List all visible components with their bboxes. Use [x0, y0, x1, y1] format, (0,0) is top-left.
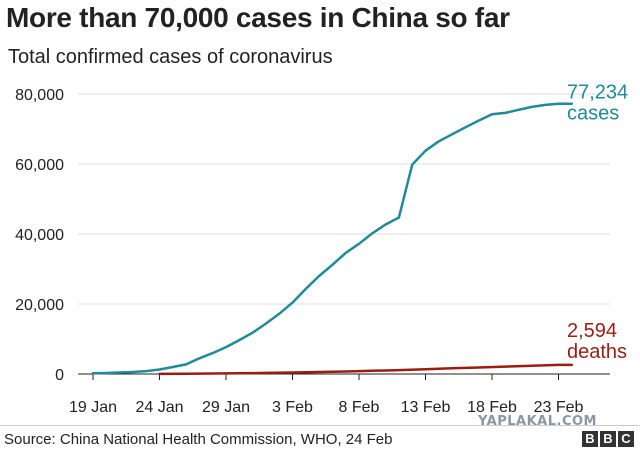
- bbc-logo-block-1: B: [582, 431, 598, 447]
- x-tick-label: 13 Feb: [401, 399, 451, 416]
- bbc-logo: B B C: [582, 431, 634, 447]
- y-tick-label: 0: [55, 367, 64, 384]
- y-tick-label: 20,000: [15, 297, 64, 314]
- bbc-logo-block-2: B: [600, 431, 616, 447]
- cases-end-name: cases: [567, 103, 619, 125]
- y-tick-label: 40,000: [15, 227, 64, 244]
- cases-end-value: 77,234: [567, 82, 628, 104]
- series-lines: [91, 102, 574, 376]
- chart-title: More than 70,000 cases in China so far: [6, 2, 510, 33]
- y-tick-label: 80,000: [15, 87, 64, 104]
- footer-divider: [0, 425, 640, 426]
- x-tick-label: 18 Feb: [467, 399, 517, 416]
- deaths-end-name: deaths: [567, 341, 627, 363]
- gridlines: [78, 93, 610, 305]
- x-tick-label: 23 Feb: [534, 399, 584, 416]
- x-tick-label: 8 Feb: [339, 399, 380, 416]
- bbc-logo-block-3: C: [618, 431, 634, 447]
- x-tick-label: 29 Jan: [202, 399, 250, 416]
- y-tick-label: 60,000: [15, 157, 64, 174]
- deaths-line: [158, 363, 574, 376]
- x-tick-label: 24 Jan: [135, 399, 183, 416]
- deaths-end-value: 2,594: [567, 320, 617, 342]
- x-axis-ticks: 19 Jan 24 Jan 29 Jan 3 Feb 8 Feb 13 Feb 18 Feb…: [69, 374, 584, 416]
- x-tick-label: 3 Feb: [272, 399, 313, 416]
- x-tick-label: 19 Jan: [69, 399, 117, 416]
- line-chart: 0 20,000 40,000 60,000 80,000 19 Jan 24 Jan 29…: [15, 82, 628, 416]
- watermark-text: YAPLAKAL.COM: [478, 414, 597, 429]
- source-note: Source: China National Health Commission…: [4, 431, 393, 448]
- cases-line: [91, 102, 574, 375]
- chart-subtitle: Total confirmed cases of coronavirus: [8, 46, 333, 68]
- y-axis-ticks: 0 20,000 40,000 60,000 80,000: [15, 87, 64, 384]
